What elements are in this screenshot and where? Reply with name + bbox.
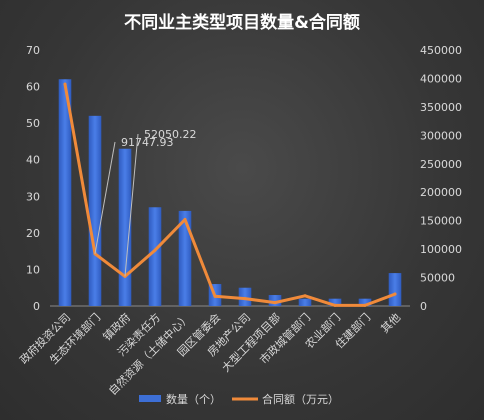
right-tick-label: 400000	[420, 72, 462, 85]
x-axis-labels: 政府投资公司生态环境部门镇政府污染责任方自然资源（土储中心）园区管委会房地产公司…	[17, 310, 404, 398]
right-axis: 0 50000 100000 150000 200000 250000 300000 3500…	[420, 44, 462, 313]
bar	[178, 210, 192, 306]
left-axis: 0 10 20 30 40 50 60 70	[26, 44, 410, 313]
left-tick-label: 10	[26, 263, 40, 276]
bar	[118, 148, 132, 306]
bar	[238, 287, 252, 306]
right-tick-label: 100000	[420, 243, 462, 256]
left-tick-label: 70	[26, 44, 40, 57]
line-point	[153, 248, 157, 252]
bar	[388, 273, 402, 306]
right-tick-label: 50000	[420, 272, 455, 285]
chart-title: 不同业主类型项目数量&合同额	[124, 12, 360, 33]
line-point	[273, 301, 277, 305]
bar	[328, 298, 342, 306]
data-label: 91747.93	[121, 136, 174, 149]
bar	[148, 207, 162, 306]
line-point	[333, 303, 337, 307]
bar	[88, 115, 102, 306]
line-series	[63, 82, 397, 307]
legend: 数量（个） 合同额（万元）	[139, 392, 339, 406]
right-tick-label: 150000	[420, 215, 462, 228]
annotation-leader	[94, 141, 116, 254]
left-tick-label: 0	[33, 300, 40, 313]
right-tick-label: 350000	[420, 101, 462, 114]
data-label: 52050.22	[144, 128, 197, 141]
right-tick-label: 0	[420, 300, 427, 313]
line-point	[183, 218, 187, 222]
legend-line-label: 合同额（万元）	[262, 392, 339, 406]
line-point	[63, 82, 67, 86]
right-tick-label: 200000	[420, 186, 462, 199]
line-point	[243, 297, 247, 301]
line-point	[213, 294, 217, 298]
bar	[358, 298, 372, 306]
line-point	[393, 292, 397, 296]
line-point	[363, 303, 367, 307]
left-tick-label: 50	[26, 117, 40, 130]
right-tick-label: 250000	[420, 158, 462, 171]
annotation-leader	[124, 133, 139, 277]
legend-bar-label: 数量（个）	[166, 393, 221, 406]
right-tick-label: 300000	[420, 129, 462, 142]
bar	[268, 295, 282, 306]
line-path	[63, 82, 397, 307]
left-tick-label: 30	[26, 190, 40, 203]
bar	[298, 298, 312, 306]
left-tick-label: 60	[26, 81, 40, 94]
right-tick-label: 450000	[420, 44, 462, 57]
bar-series	[58, 79, 402, 306]
x-tick-label: 其他	[378, 311, 403, 336]
line-point	[303, 294, 307, 298]
legend-bar-swatch	[139, 395, 161, 402]
left-tick-label: 40	[26, 154, 40, 167]
left-tick-label: 20	[26, 227, 40, 240]
bar	[58, 79, 72, 306]
